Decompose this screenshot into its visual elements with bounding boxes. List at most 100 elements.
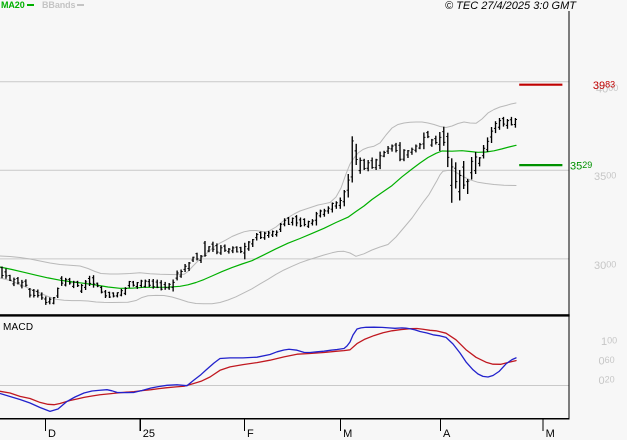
ohlc-bar-ticks bbox=[107, 291, 112, 298]
ohlc-bar-ticks bbox=[322, 210, 326, 215]
ohlc-bar-ticks bbox=[32, 290, 36, 297]
ohlc-bar-ticks bbox=[60, 277, 64, 284]
ohlc-bar-ticks bbox=[318, 210, 322, 217]
ohlc-bar-ticks bbox=[72, 281, 76, 287]
ohlc-bar-ticks bbox=[314, 213, 319, 221]
ohlc-bar-ticks bbox=[326, 207, 330, 212]
macd-panel-title: MACD bbox=[3, 321, 34, 333]
ohlc-bar-ticks bbox=[282, 219, 287, 225]
ohlc-bar-ticks bbox=[406, 150, 410, 156]
ohlc-bar-ticks bbox=[56, 288, 60, 297]
ohlc-bar-ticks bbox=[52, 297, 56, 304]
macd-signal-line bbox=[0, 327, 517, 406]
ohlc-bar-ticks bbox=[394, 144, 398, 152]
ohlc-bar-ticks bbox=[195, 253, 199, 260]
ohlc-bar-ticks bbox=[20, 281, 24, 287]
ohlc-bar-ticks bbox=[509, 119, 514, 126]
month-label-F-2: F bbox=[247, 428, 254, 440]
ohlc-bar-ticks bbox=[147, 281, 151, 286]
ohlc-bar-ticks bbox=[489, 130, 494, 138]
ohlc-bar-ticks bbox=[275, 231, 279, 236]
ohlc-bar-ticks bbox=[462, 166, 466, 186]
ohlc-bar-ticks bbox=[8, 275, 12, 281]
ohlc-bar-ticks bbox=[497, 120, 502, 128]
ohlc-bar-ticks bbox=[119, 290, 123, 296]
ohlc-bar-ticks bbox=[235, 246, 239, 253]
ohlc-bar-ticks bbox=[354, 150, 358, 161]
ohlc-bar-ticks bbox=[386, 147, 390, 152]
ohlc-bar-ticks bbox=[151, 280, 155, 288]
ohlc-bar-ticks bbox=[279, 223, 283, 230]
ohlc-bar-ticks bbox=[199, 255, 203, 261]
ohlc-bar-ticks bbox=[207, 246, 211, 252]
ohlc-bar-ticks bbox=[481, 147, 486, 157]
ohlc-bar-ticks bbox=[410, 148, 414, 153]
ohlc-bar-ticks bbox=[80, 284, 84, 292]
macd-line bbox=[0, 326, 517, 413]
ohlc-bar-ticks bbox=[358, 159, 362, 172]
ohlc-bar-ticks bbox=[203, 242, 207, 256]
ohlc-bar-ticks bbox=[418, 144, 422, 149]
ohlc-bar-ticks bbox=[446, 136, 450, 158]
ohlc-bar-ticks bbox=[211, 243, 215, 250]
ohlc-bar-ticks bbox=[16, 277, 20, 284]
ohlc-bar-ticks bbox=[263, 232, 267, 239]
ohlc-bar-ticks bbox=[259, 231, 263, 238]
ohlc-bar-ticks bbox=[255, 233, 259, 239]
price-scale-label-3000: 3000 bbox=[594, 260, 616, 273]
ohlc-bar-ticks bbox=[239, 247, 243, 252]
ohlc-bar-ticks bbox=[271, 231, 275, 236]
ohlc-bar-ticks bbox=[513, 119, 518, 125]
ohlc-bar-ticks bbox=[450, 166, 454, 186]
ohlc-bar-ticks bbox=[131, 281, 135, 286]
month-label-D-0: D bbox=[48, 428, 56, 440]
ohlc-bar-ticks bbox=[83, 281, 88, 288]
ohlc-bar-ticks bbox=[493, 122, 498, 129]
ohlc-bar-ticks bbox=[64, 279, 68, 286]
ohlc-bar-ticks bbox=[12, 278, 16, 285]
ohlc-bar-ticks bbox=[127, 281, 131, 286]
ohlc-bar-ticks bbox=[306, 221, 311, 227]
month-label-A-4: A bbox=[443, 428, 451, 440]
ohlc-bar-ticks bbox=[485, 140, 490, 151]
ohlc-bar-ticks bbox=[40, 294, 44, 299]
ohlc-bar-ticks bbox=[139, 280, 143, 287]
ohlc-bar-ticks bbox=[91, 277, 96, 285]
ohlc-bar-ticks bbox=[123, 288, 127, 294]
ohlc-bar-ticks bbox=[330, 202, 334, 210]
ohlc-bar-ticks bbox=[219, 247, 223, 254]
ohlc-bar-ticks bbox=[294, 216, 299, 224]
ohlc-bar-ticks bbox=[68, 278, 72, 284]
ohlc-bar-ticks bbox=[183, 265, 187, 270]
ohlc-bar-ticks bbox=[414, 145, 418, 151]
legend-ma20-label: MA20 bbox=[1, 0, 25, 10]
ohlc-bar-ticks bbox=[171, 281, 175, 288]
ohlc-bar-ticks bbox=[159, 282, 163, 290]
ohlc-bar-ticks bbox=[334, 202, 338, 207]
month-label-M-5: M bbox=[546, 428, 555, 440]
ohlc-bar-ticks bbox=[346, 179, 350, 191]
ohlc-bar-ticks bbox=[454, 167, 458, 183]
ohlc-bar-ticks bbox=[28, 288, 32, 296]
ohlc-bar-ticks bbox=[44, 298, 48, 303]
price-scale-label-3500: 3500 bbox=[594, 171, 616, 184]
ohlc-bar-ticks bbox=[103, 291, 108, 297]
ohlc-bar-ticks bbox=[422, 136, 426, 145]
legend-bbands-label: BBands bbox=[42, 0, 76, 10]
ohlc-bar-ticks bbox=[474, 156, 478, 172]
ohlc-bar-ticks bbox=[111, 292, 116, 297]
ohlc-bar-ticks bbox=[215, 245, 219, 253]
bbands-lower-line bbox=[0, 169, 517, 305]
ohlc-bar-ticks bbox=[362, 159, 366, 170]
bbands-upper-line bbox=[0, 102, 517, 276]
ohlc-bar-ticks bbox=[187, 262, 191, 270]
ohlc-bar-ticks bbox=[76, 281, 80, 287]
ohlc-bar-ticks bbox=[374, 159, 378, 169]
ohlc-bar-ticks bbox=[163, 284, 167, 289]
ohlc-bar-ticks bbox=[310, 220, 315, 224]
ohlc-bar-ticks bbox=[501, 118, 506, 125]
ohlc-bar-ticks bbox=[466, 180, 470, 183]
